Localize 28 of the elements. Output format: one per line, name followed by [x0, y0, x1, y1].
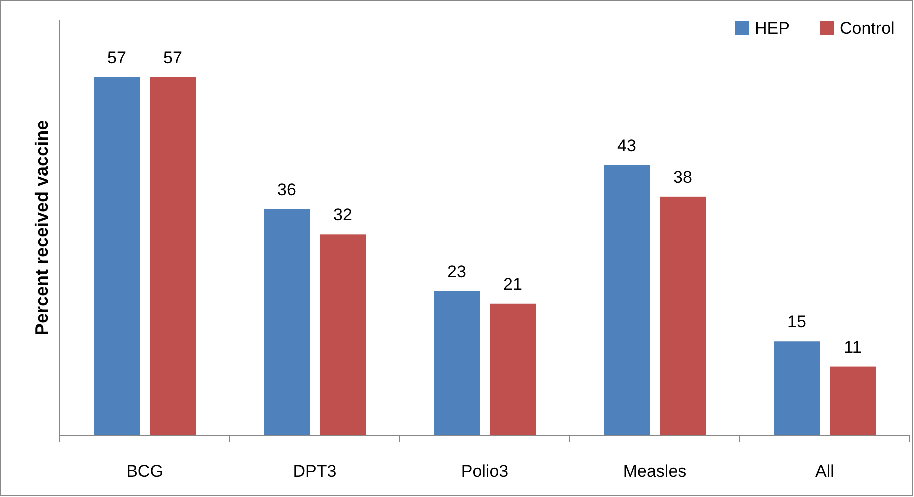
legend-label: Control [840, 19, 895, 38]
bar [774, 342, 820, 436]
x-tick-label: Polio3 [461, 462, 509, 481]
x-tick-label: BCG [126, 462, 164, 481]
bar [660, 196, 706, 436]
bar [434, 291, 480, 436]
data-label: 11 [844, 338, 862, 357]
x-tick-label: Measles [623, 462, 687, 481]
data-label: 15 [788, 312, 806, 332]
y-axis-title: Percent received vaccine [32, 120, 52, 336]
data-label: 36 [278, 180, 296, 200]
data-label: 32 [334, 206, 352, 225]
bar [264, 210, 310, 436]
data-label: 21 [504, 274, 522, 294]
data-label: 43 [618, 136, 636, 156]
data-label: 38 [674, 168, 692, 187]
bar [320, 234, 366, 436]
bar [490, 304, 536, 436]
bar [604, 165, 650, 436]
x-tick-label: DPT3 [293, 462, 337, 481]
bar [150, 77, 196, 436]
data-label: 23 [448, 262, 466, 282]
data-label: 57 [164, 48, 182, 68]
legend-label: HEP [755, 19, 790, 38]
bar [830, 366, 876, 436]
data-label: 57 [108, 48, 126, 68]
bar [94, 77, 140, 436]
x-tick-label: All [816, 462, 834, 481]
